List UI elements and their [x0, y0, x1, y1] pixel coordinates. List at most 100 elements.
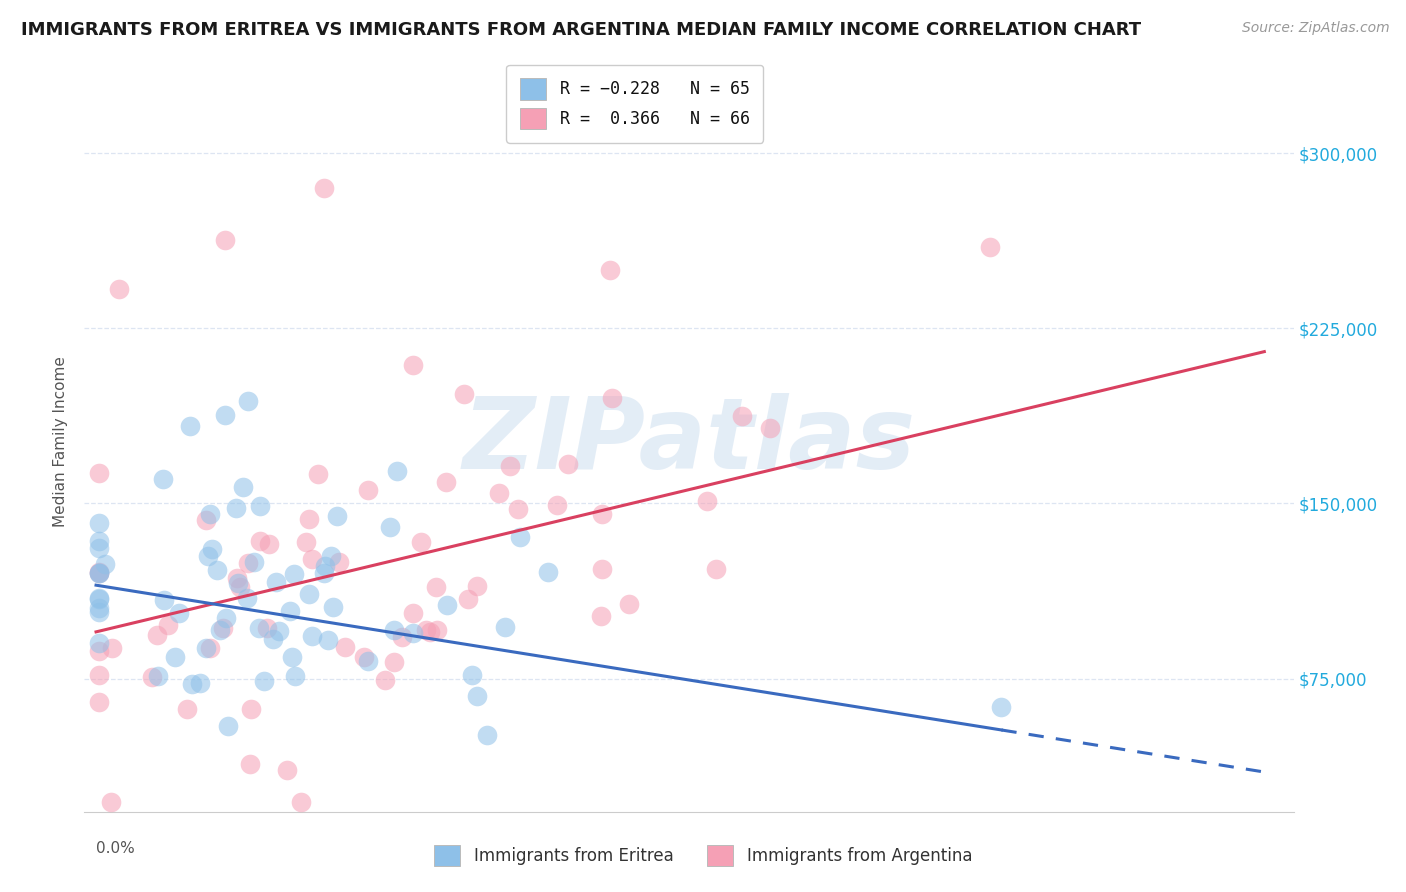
Point — [382, 655, 405, 669]
Point — [508, 502, 530, 516]
Point — [704, 562, 727, 576]
Point — [589, 609, 612, 624]
Point — [201, 542, 224, 557]
Point — [87, 466, 110, 480]
Point — [419, 625, 441, 640]
Point — [157, 617, 180, 632]
Point — [229, 580, 252, 594]
Point — [148, 669, 170, 683]
Point — [87, 592, 110, 607]
Point — [163, 649, 186, 664]
Point — [176, 701, 198, 715]
Point — [87, 566, 110, 580]
Point — [391, 630, 413, 644]
Point — [298, 511, 321, 525]
Point — [198, 507, 221, 521]
Point — [453, 386, 475, 401]
Point — [990, 699, 1012, 714]
Point — [457, 591, 479, 606]
Point — [326, 508, 349, 523]
Text: IMMIGRANTS FROM ERITREA VS IMMIGRANTS FROM ARGENTINA MEDIAN FAMILY INCOME CORREL: IMMIGRANTS FROM ERITREA VS IMMIGRANTS FR… — [21, 21, 1142, 38]
Point — [557, 458, 579, 472]
Point — [318, 633, 340, 648]
Point — [87, 695, 110, 709]
Point — [215, 610, 238, 624]
Point — [281, 649, 304, 664]
Point — [214, 408, 236, 422]
Point — [249, 621, 271, 635]
Point — [402, 358, 425, 372]
Point — [411, 535, 433, 549]
Point — [200, 640, 222, 655]
Point — [153, 593, 176, 607]
Point — [87, 600, 110, 615]
Point — [436, 598, 458, 612]
Point — [298, 587, 321, 601]
Point — [87, 565, 110, 579]
Point — [87, 644, 110, 658]
Point — [217, 719, 239, 733]
Point — [546, 498, 568, 512]
Text: Source: ZipAtlas.com: Source: ZipAtlas.com — [1241, 21, 1389, 35]
Point — [226, 571, 249, 585]
Point — [591, 562, 613, 576]
Text: 0.0%: 0.0% — [96, 841, 135, 856]
Point — [434, 475, 457, 489]
Point — [322, 599, 344, 614]
Point — [101, 640, 124, 655]
Point — [494, 619, 516, 633]
Point — [249, 533, 271, 548]
Point — [264, 575, 287, 590]
Y-axis label: Median Family Income: Median Family Income — [53, 356, 69, 527]
Text: ZIPatlas: ZIPatlas — [463, 393, 915, 490]
Point — [236, 591, 259, 606]
Point — [232, 480, 254, 494]
Point — [465, 690, 488, 704]
Point — [181, 677, 204, 691]
Point — [426, 623, 449, 637]
Point — [387, 465, 409, 479]
Point — [208, 624, 231, 638]
Point — [599, 263, 621, 277]
Point — [211, 621, 233, 635]
Legend: Immigrants from Eritrea, Immigrants from Argentina: Immigrants from Eritrea, Immigrants from… — [427, 838, 979, 873]
Point — [87, 541, 110, 555]
Point — [94, 557, 117, 571]
Point — [295, 535, 318, 549]
Point — [188, 675, 211, 690]
Point — [269, 624, 291, 639]
Point — [759, 420, 782, 434]
Point — [262, 632, 284, 647]
Point — [488, 486, 510, 500]
Point — [333, 640, 356, 654]
Point — [225, 501, 247, 516]
Point — [100, 796, 122, 810]
Point — [312, 181, 335, 195]
Point — [87, 606, 110, 620]
Point — [87, 566, 110, 580]
Point — [328, 555, 350, 569]
Point — [195, 640, 218, 655]
Point — [87, 566, 110, 580]
Point — [249, 500, 271, 514]
Point — [731, 409, 754, 423]
Point — [353, 650, 375, 665]
Point — [141, 670, 163, 684]
Point — [108, 282, 131, 296]
Point — [195, 513, 218, 527]
Point — [415, 623, 437, 637]
Point — [617, 597, 640, 611]
Point — [509, 530, 531, 544]
Point — [167, 606, 190, 620]
Point — [537, 566, 560, 580]
Point — [301, 552, 323, 566]
Point — [214, 233, 236, 247]
Point — [240, 702, 263, 716]
Point — [307, 467, 329, 481]
Point — [374, 673, 396, 687]
Point — [696, 494, 718, 508]
Point — [402, 607, 425, 621]
Point — [301, 628, 323, 642]
Point — [87, 591, 110, 605]
Point — [356, 654, 378, 668]
